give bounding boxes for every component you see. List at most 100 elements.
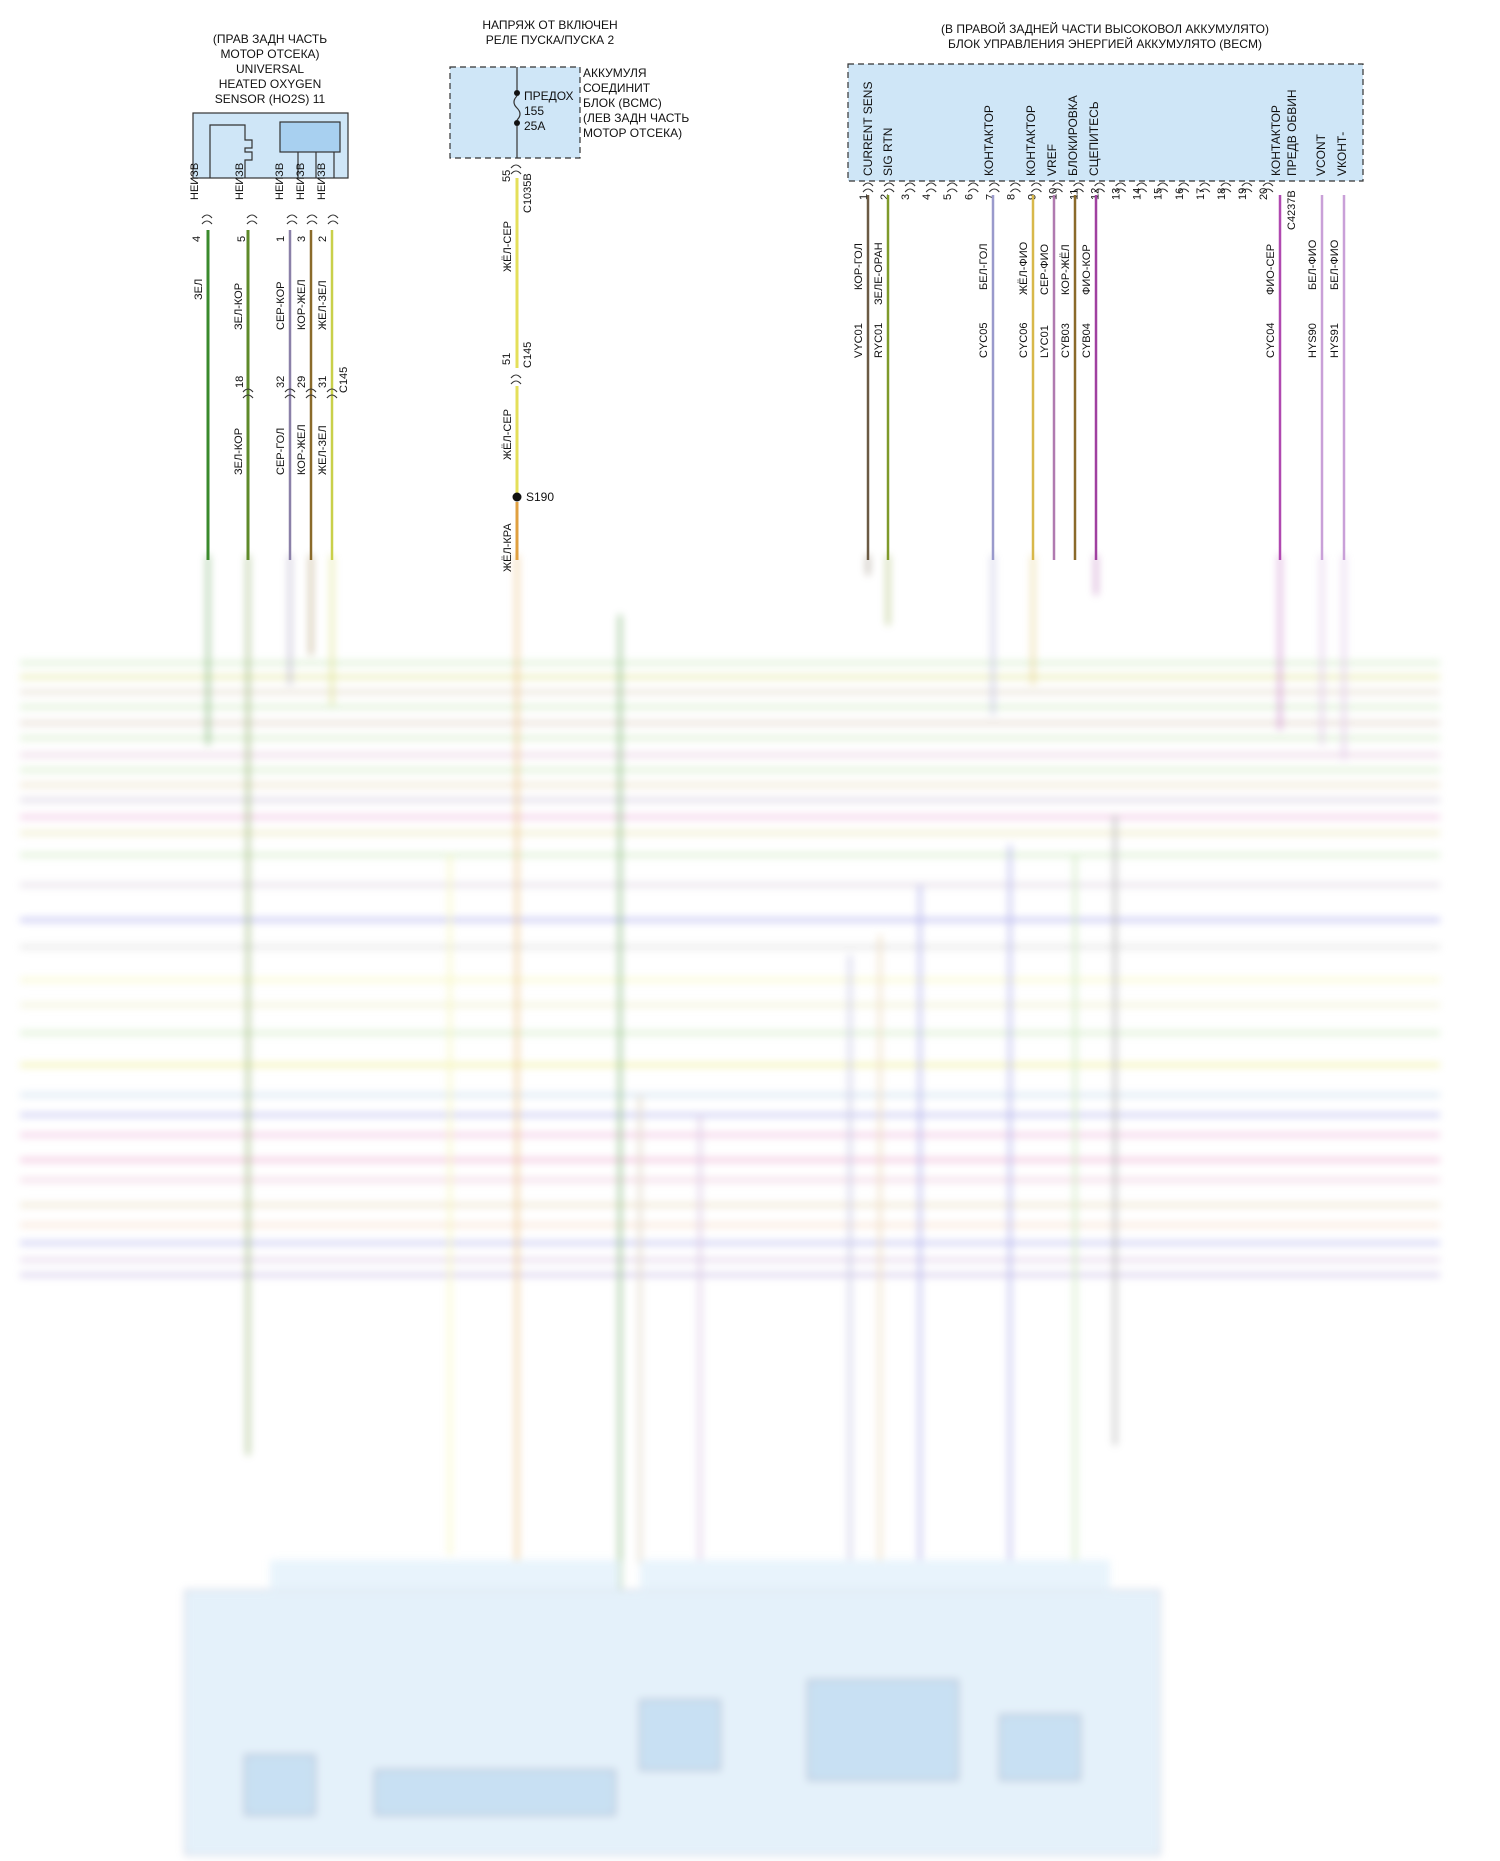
o2-pin-number: 1 [275, 236, 287, 242]
becm-pin-number: 12 [1090, 188, 1102, 200]
o2-connector-marks [201, 214, 339, 225]
o2-pin-label: НЕИЗВ [189, 163, 201, 200]
becm-wire-color: ЗЕЛЕ-ОРАН [873, 242, 885, 305]
o2-lower-wire-color: ЗЕЛ-КОР [233, 428, 245, 475]
becm-name: БЛОК УПРАВЛЕНИЯ ЭНЕРГИЕЙ АККУМУЛЯТО (BEC… [948, 36, 1262, 51]
o2-sensor-location-line-3: UNIVERSAL [236, 62, 304, 76]
bcmc-pin-top: 55 [501, 170, 513, 182]
bcmc-pin-mid: 51 [501, 353, 513, 365]
becm-signal-contactor: КОНТАКТОР [1024, 105, 1038, 176]
splice-label: S190 [526, 490, 554, 504]
becm-pin-number: 6 [963, 194, 975, 200]
bcmc-wire-mid-color: ЖЁЛ-СЕР [502, 409, 514, 460]
o2-sensor-location-line-1: (ПРАВ ЗАДН ЧАСТЬ [213, 32, 327, 46]
becm-wire-color: ФИО-СЕР [1265, 244, 1277, 295]
becm-signal-current-sens: CURRENT SENS [861, 82, 875, 176]
becm-pin-number: 19 [1237, 188, 1249, 200]
becm-signal-clutch: СЦЕПИТЕСЬ [1087, 101, 1101, 176]
o2-pin-number: 5 [236, 236, 248, 242]
becm-location: (В ПРАВОЙ ЗАДНЕЙ ЧАСТИ ВЫСОКОВОЛ АККУМУЛ… [941, 21, 1269, 36]
bcmc-connector-mid: C145 [522, 342, 534, 368]
becm-pin-number: 15 [1153, 188, 1165, 200]
becm-wire-color: ЖЁЛ-ФИО [1018, 241, 1030, 295]
becm-connector-marks [862, 182, 1274, 193]
becm-circuit-code: CYB03 [1060, 323, 1072, 358]
becm-signal-precharge: ПРЕДВ ОБВИН [1285, 89, 1299, 176]
o2-pin-number: 3 [296, 236, 308, 242]
bcmc-connector-top: C1035B [522, 173, 534, 213]
c145-pin: 31 [317, 376, 329, 388]
fuse-symbol [513, 95, 521, 121]
c145-connector-label: C145 [338, 367, 350, 393]
o2-sensor-location-line-5: SENSOR (HO2S) 11 [215, 92, 326, 106]
becm-pin-number: 18 [1216, 188, 1228, 200]
bcmc-title-line-2: РЕЛЕ ПУСКА/ПУСКА 2 [486, 33, 615, 47]
becm-circuit-code: HYS91 [1329, 323, 1341, 358]
o2-lower-wire-color: СЕР-ГОЛ [275, 428, 287, 475]
bcmc-name-line-5: МОТОР ОТСЕКА) [583, 126, 682, 140]
becm-wire-color: КОР-ГОЛ [853, 243, 865, 290]
becm-pin-number: 8 [1005, 194, 1017, 200]
becm-pin-number: 2 [879, 194, 891, 200]
becm-wire-color: ФИО-КОР [1081, 244, 1093, 295]
becm-box [847, 63, 1364, 182]
becm-circuit-code: HYS90 [1307, 323, 1319, 358]
becm-circuit-code: CYC05 [978, 323, 990, 358]
becm-pin-number: 10 [1047, 188, 1059, 200]
becm-circuit-code: LYC01 [1039, 325, 1051, 358]
fuse-rating: 25A [524, 119, 545, 133]
becm-circuit-code: RYC01 [873, 323, 885, 358]
o2-pin-label: НЕИЗВ [274, 163, 286, 200]
o2-pin-label: НЕИЗВ [295, 163, 307, 200]
becm-signal-vcont-minus: VКОНТ- [1335, 132, 1349, 176]
becm-circuit-code: CYB04 [1081, 323, 1093, 358]
becm-wire-color: БЕЛ-ФИО [1329, 239, 1341, 290]
bcmc-title-line-1: НАПРЯЖ ОТ ВКЛЮЧЕН [482, 18, 617, 32]
becm-pin-number: 3 [900, 194, 912, 200]
becm-pin-number: 5 [942, 194, 954, 200]
bcmc-wire-lower-color: ЖЁЛ-КРА [502, 523, 514, 572]
becm-wire-color: БЕЛ-ФИО [1307, 239, 1319, 290]
bcmc-name-line-3: БЛОК (BCMC) [583, 96, 662, 110]
c145-connector-marks [242, 388, 338, 399]
becm-signal-vcont: VCONT [1314, 133, 1328, 176]
becm-signal-vref: VREF [1045, 144, 1059, 176]
becm-pin-number: 14 [1132, 188, 1144, 200]
c145-pin: 32 [275, 376, 287, 388]
o2-wire-color: ЖЕЛ-ЗЕЛ [317, 280, 329, 330]
becm-pin-number: 11 [1069, 189, 1081, 200]
o2-sensor-location-line-4: HEATED OXYGEN [219, 77, 321, 91]
o2-sensor-location-line-2: МОТОР ОТСЕКА) [220, 47, 319, 61]
becm-connector-label: C4237B [1286, 190, 1298, 230]
o2-wire-color: ЗЕЛ-КОР [233, 283, 245, 330]
o2-sensor-group: (ПРАВ ЗАДН ЧАСТЬ МОТОР ОТСЕКА) UNIVERSAL… [189, 32, 350, 560]
bcmc-wire-upper-color: ЖЁЛ-СЕР [502, 221, 514, 272]
becm-circuit-code: CYC06 [1018, 323, 1030, 358]
becm-pin-number: 20 [1258, 188, 1270, 200]
becm-pin-number: 7 [984, 194, 996, 200]
sensor-element-symbol [279, 121, 341, 153]
c145-pin: 29 [296, 376, 308, 388]
becm-signal-contactor: КОНТАКТОР [982, 105, 996, 176]
bcmc-name-line-2: СОЕДИНИТ [583, 81, 651, 95]
bcmc-name-line-4: (ЛЕВ ЗАДН ЧАСТЬ [583, 111, 689, 125]
bcmc-name-line-1: АККУМУЛЯ [583, 66, 647, 80]
o2-lower-wire-color: ЖЕЛ-ЗЕЛ [317, 425, 329, 475]
becm-pin-number: 13 [1111, 188, 1123, 200]
splice-s190 [512, 492, 522, 502]
becm-pin-number: 4 [921, 194, 933, 200]
becm-pin-number: 17 [1195, 188, 1207, 200]
fuse-label: ПРЕДОХ [524, 89, 574, 103]
becm-circuit-code: CYC04 [1265, 323, 1277, 358]
becm-pin-number: 16 [1174, 188, 1186, 200]
o2-pin-label: НЕИЗВ [316, 163, 328, 200]
o2-pin-label: НЕИЗВ [234, 163, 246, 200]
heater-element-symbol [209, 124, 253, 178]
becm-group: (В ПРАВОЙ ЗАДНЕЙ ЧАСТИ ВЫСОКОВОЛ АККУМУЛ… [847, 21, 1364, 560]
o2-lower-wire-color: КОР-ЖЕЛ [296, 424, 308, 475]
becm-pin-number: 1 [858, 194, 870, 200]
o2-wire-color: ЗЕЛ [193, 279, 205, 300]
becm-signal-interlock: БЛОКИРОВКА [1066, 95, 1080, 176]
bcmc-box [449, 66, 581, 159]
